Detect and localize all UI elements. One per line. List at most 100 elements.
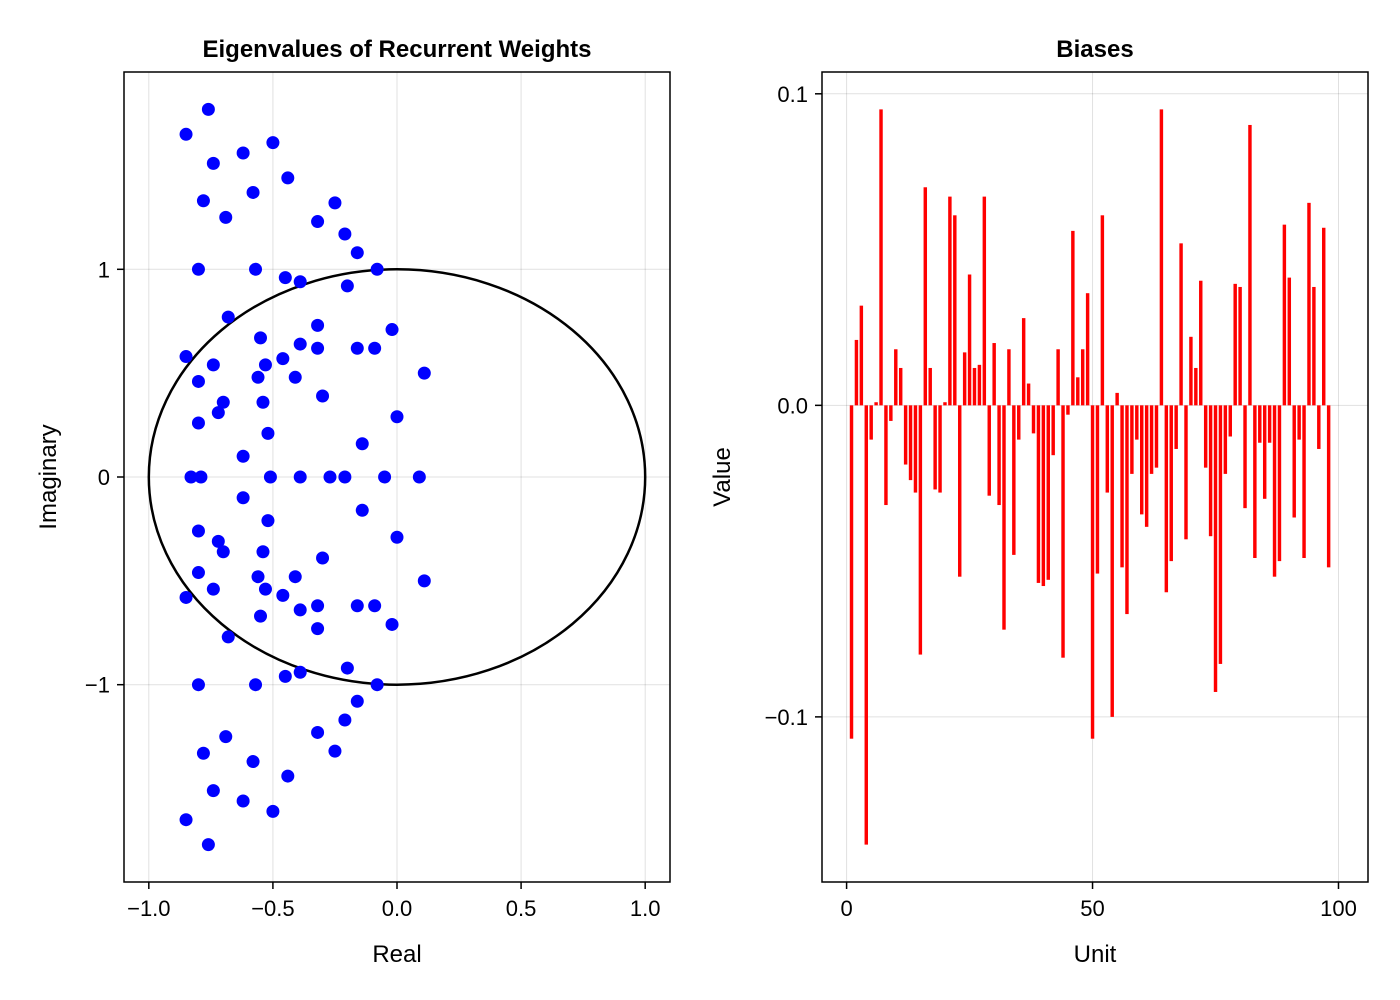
bias-bar bbox=[1061, 405, 1065, 658]
eigenvalue-point bbox=[191, 566, 205, 580]
bias-bar bbox=[1174, 405, 1178, 449]
eigenvalue-point bbox=[258, 358, 272, 372]
eigenvalue-x-tick-label: −1.0 bbox=[127, 896, 170, 921]
bias-bar bbox=[1056, 349, 1060, 406]
bias-bar bbox=[859, 305, 864, 406]
eigenvalue-point bbox=[191, 374, 205, 388]
eigenvalue-y-tick-label: 1 bbox=[98, 257, 110, 282]
eigenvalue-point bbox=[378, 470, 392, 484]
eigenvalue-point bbox=[251, 570, 265, 584]
eigenvalue-point bbox=[390, 530, 404, 544]
eigenvalue-point bbox=[281, 171, 295, 185]
eigenvalue-point bbox=[194, 470, 208, 484]
bias-bar bbox=[967, 274, 972, 406]
bias-bar bbox=[879, 109, 883, 406]
bias-bar bbox=[1164, 405, 1169, 593]
bias-bar bbox=[1154, 405, 1159, 468]
bias-bar bbox=[854, 339, 859, 406]
eigenvalue-point bbox=[293, 665, 307, 679]
eigenvalue-point bbox=[254, 609, 267, 623]
eigenvalue-point bbox=[179, 590, 193, 604]
eigenvalue-point bbox=[355, 437, 369, 451]
eigenvalue-chart-title: Eigenvalues of Recurrent Weights bbox=[203, 36, 592, 63]
eigenvalue-point bbox=[206, 156, 220, 170]
bias-bar bbox=[864, 405, 868, 845]
bias-bar bbox=[889, 405, 893, 421]
biases-x-tick-label: 0 bbox=[840, 896, 852, 921]
eigenvalue-point bbox=[316, 551, 330, 565]
bias-bar bbox=[977, 364, 982, 406]
eigenvalue-point bbox=[293, 337, 307, 351]
eigenvalue-y-tick-label: 0 bbox=[98, 465, 110, 490]
eigenvalue-point bbox=[370, 678, 384, 692]
eigenvalue-point bbox=[288, 370, 302, 384]
eigenvalue-points bbox=[179, 102, 431, 852]
bias-bar bbox=[903, 405, 908, 465]
bias-bar bbox=[1199, 280, 1203, 406]
eigenvalue-point bbox=[258, 582, 272, 596]
eigenvalue-point bbox=[266, 136, 280, 150]
bias-bar bbox=[1100, 215, 1105, 406]
bias-bar bbox=[1159, 109, 1164, 406]
eigenvalue-point bbox=[338, 470, 352, 484]
biases-y-ticks: −0.1 0.0 0.1 bbox=[765, 82, 822, 730]
bias-bar bbox=[1322, 227, 1326, 406]
eigenvalue-point bbox=[350, 341, 364, 355]
bias-bar bbox=[1135, 405, 1139, 440]
eigenvalue-point bbox=[311, 622, 325, 636]
bias-bar bbox=[1066, 405, 1070, 415]
bias-bar bbox=[958, 405, 962, 577]
bias-bar bbox=[1140, 405, 1144, 515]
eigenvalue-point bbox=[206, 582, 220, 596]
bias-bar bbox=[1267, 405, 1272, 443]
biases-x-ticks: 0 50 100 bbox=[840, 882, 1357, 921]
bias-bar bbox=[1125, 405, 1129, 615]
eigenvalue-point bbox=[256, 395, 270, 409]
eigenvalue-point bbox=[323, 470, 337, 484]
eigenvalue-point bbox=[206, 358, 220, 372]
eigenvalue-point bbox=[385, 617, 399, 631]
eigenvalue-point bbox=[355, 503, 369, 517]
biases-bars bbox=[849, 109, 1331, 845]
eigenvalue-point bbox=[179, 127, 193, 141]
eigenvalue-point bbox=[191, 678, 205, 692]
bias-bar bbox=[1169, 405, 1173, 562]
bias-bar bbox=[1007, 349, 1011, 406]
eigenvalue-point bbox=[417, 574, 431, 588]
bias-bar bbox=[1312, 286, 1316, 406]
eigenvalue-point bbox=[236, 146, 250, 160]
biases-x-tick-label: 100 bbox=[1320, 896, 1357, 921]
eigenvalue-point bbox=[196, 746, 210, 760]
eigenvalue-point bbox=[254, 331, 267, 345]
eigenvalue-point bbox=[417, 366, 431, 380]
eigenvalue-point bbox=[328, 744, 342, 758]
bias-bar bbox=[1297, 405, 1301, 440]
bias-bar bbox=[953, 215, 957, 406]
eigenvalue-point bbox=[311, 215, 325, 229]
bias-bar bbox=[1031, 405, 1036, 434]
bias-bar bbox=[1036, 405, 1041, 583]
eigenvalue-point bbox=[236, 449, 250, 463]
bias-bar bbox=[1046, 405, 1050, 580]
bias-bar bbox=[1002, 405, 1006, 630]
eigenvalue-point bbox=[338, 713, 352, 727]
bias-bar bbox=[962, 352, 967, 406]
biases-y-tick-label: 0.1 bbox=[777, 82, 808, 107]
eigenvalue-point bbox=[191, 416, 205, 430]
bias-bar bbox=[1208, 405, 1213, 537]
bias-bar bbox=[1317, 405, 1321, 449]
eigenvalue-point bbox=[311, 599, 325, 613]
eigenvalue-point bbox=[249, 262, 263, 276]
unit-circle bbox=[147, 268, 647, 686]
biases-panel: Biases 0 50 100 −0.1 0.0 0.1 Unit Value bbox=[709, 36, 1369, 968]
eigenvalue-point bbox=[184, 470, 198, 484]
eigenvalue-point bbox=[216, 395, 230, 409]
eigenvalue-point bbox=[293, 603, 307, 617]
bias-bar bbox=[1228, 405, 1232, 437]
bias-bar bbox=[1292, 405, 1296, 518]
bias-bar bbox=[918, 405, 923, 655]
eigenvalue-point bbox=[311, 725, 325, 739]
eigenvalue-point bbox=[221, 310, 235, 324]
eigenvalue-point bbox=[251, 370, 265, 384]
biases-x-axis-label: Unit bbox=[1074, 941, 1117, 968]
